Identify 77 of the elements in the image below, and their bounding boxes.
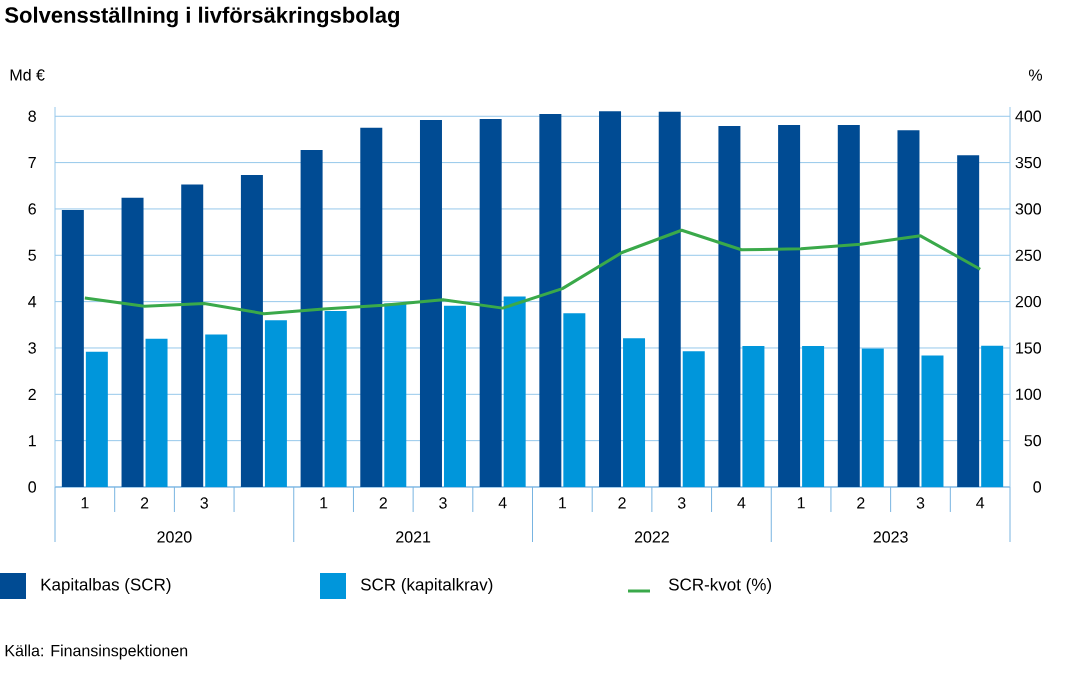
- y2-axis-title: %: [1028, 69, 1043, 81]
- bar: [264, 320, 287, 487]
- bar: [240, 175, 263, 487]
- bar: [957, 155, 980, 487]
- y2-tick-label: 300: [1015, 203, 1042, 215]
- x-tick-label: 2: [857, 497, 865, 509]
- y-tick-label: 1: [28, 435, 36, 447]
- bar: [360, 127, 383, 487]
- y2-tick-label: 0: [1033, 481, 1042, 493]
- bar: [563, 313, 586, 487]
- legend-label: SCR-kvot (%): [668, 578, 772, 594]
- bar: [921, 355, 944, 487]
- x-tick-label: 3: [439, 497, 447, 509]
- bar: [145, 338, 168, 487]
- y2-tick-label: 400: [1015, 110, 1042, 122]
- text: 2023: [873, 531, 908, 543]
- y-tick-label: 7: [28, 157, 36, 169]
- x-tick-label: 1: [797, 497, 805, 509]
- y2-tick-label: 100: [1016, 388, 1042, 400]
- bar: [205, 334, 228, 487]
- x-tick-label: 2: [140, 497, 149, 509]
- y2-tick-label: 200: [1015, 295, 1042, 308]
- bar: [599, 111, 622, 487]
- y2-tick-label: 50: [1024, 434, 1042, 447]
- bar: [658, 111, 681, 487]
- text: 2022: [634, 531, 669, 543]
- y-axis-title: Md €: [10, 68, 45, 81]
- bar: [121, 197, 144, 487]
- x-tick-label: 4: [737, 497, 746, 509]
- x-tick-label: 2: [618, 497, 626, 509]
- bar: [718, 126, 741, 487]
- x-tick-label: 3: [200, 497, 208, 509]
- bar: [897, 130, 920, 487]
- x-tick-label: 2: [379, 497, 387, 509]
- bar: [742, 346, 765, 487]
- bar: [981, 345, 1004, 487]
- text: 2020: [157, 531, 192, 543]
- y2-tick-label: 250: [1015, 249, 1042, 261]
- bar: [300, 150, 323, 487]
- bar: [85, 351, 108, 487]
- text: 2021: [396, 531, 431, 543]
- bar: [623, 338, 646, 487]
- text: Källa: Finansinspektionen: [5, 644, 188, 660]
- y2-tick-label: 350: [1015, 156, 1042, 169]
- bar: [443, 305, 466, 487]
- legend-label: Kapitalbas (SCR): [41, 578, 171, 594]
- bar: [61, 209, 84, 487]
- y2-tick-label: 150: [1016, 342, 1042, 354]
- bar: [802, 346, 825, 487]
- bar: [324, 310, 347, 487]
- x-tick-label: 1: [559, 497, 567, 509]
- y-tick-label: 6: [28, 203, 36, 215]
- y-tick-label: 2: [28, 388, 36, 400]
- bar: [861, 348, 884, 487]
- bar: [539, 113, 562, 487]
- bar: [181, 184, 204, 487]
- x-tick-label: 3: [677, 497, 686, 509]
- x-tick-label: 1: [320, 497, 328, 509]
- y-tick-label: 4: [28, 296, 37, 308]
- x-tick-label: 3: [916, 497, 925, 509]
- y-tick-label: 0: [28, 481, 37, 493]
- chart-title: Solvensställning i livförsäkringsbolag: [5, 6, 399, 28]
- legend-label: SCR (kapitalkrav): [360, 578, 493, 594]
- y-tick-label: 8: [28, 110, 36, 122]
- bar: [682, 351, 705, 487]
- y-tick-label: 5: [28, 249, 36, 261]
- bar: [479, 119, 502, 487]
- bar: [419, 119, 442, 487]
- x-tick-label: 4: [498, 497, 507, 509]
- x-tick-label: 4: [976, 497, 985, 509]
- line-series: [83, 228, 982, 316]
- bar: [837, 125, 860, 487]
- bar: [778, 125, 801, 487]
- x-tick-label: 1: [81, 497, 89, 509]
- bar: [384, 303, 407, 487]
- y-tick-label: 3: [28, 342, 36, 354]
- bar: [503, 296, 526, 487]
